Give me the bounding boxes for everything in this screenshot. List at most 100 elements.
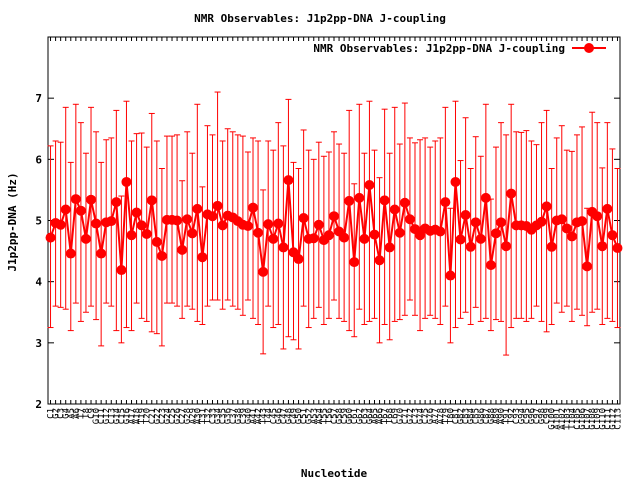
data-point	[602, 203, 613, 214]
data-point	[435, 226, 446, 237]
data-point	[384, 242, 395, 253]
data-point	[450, 176, 461, 187]
x-tick-label: T56	[325, 408, 335, 424]
data-point	[182, 214, 193, 225]
data-point	[404, 214, 415, 225]
x-tick-label: T68	[386, 408, 396, 424]
x-tick-label: G52	[305, 408, 315, 424]
data-point	[506, 188, 517, 199]
x-tick-label: A77	[431, 408, 441, 424]
x-tick-label: G48	[284, 408, 294, 424]
x-tick-label: G46	[274, 408, 284, 424]
x-tick-label: A29	[188, 408, 198, 424]
data-point	[197, 252, 208, 263]
data-point	[91, 218, 102, 229]
x-tick-label: C25	[168, 408, 178, 424]
data-point	[485, 260, 496, 271]
x-tick-label: A54	[315, 408, 325, 424]
data-point	[480, 192, 491, 203]
x-tick-label: G98	[538, 408, 548, 424]
data-point	[582, 261, 593, 272]
y-tick-label: 4	[35, 276, 42, 289]
data-point	[577, 216, 588, 227]
data-point	[364, 180, 375, 191]
x-tick-label: A53	[310, 408, 320, 424]
x-tick-label: T8	[82, 408, 92, 419]
x-tick-label: G86	[477, 408, 487, 424]
data-point	[192, 203, 203, 214]
data-point	[121, 176, 132, 187]
y-tick-label: 3	[35, 337, 42, 350]
x-tick-label: A65	[370, 408, 380, 424]
x-tick-label: T103	[563, 408, 573, 430]
x-tick-label: G76	[426, 408, 436, 424]
data-point	[156, 250, 167, 261]
data-point	[131, 207, 142, 218]
data-point	[597, 241, 608, 252]
x-tick-label: G100	[548, 408, 558, 430]
data-point	[561, 223, 572, 234]
x-tick-label: C21	[148, 408, 158, 424]
x-tick-label: C85	[472, 408, 482, 424]
x-tick-label: A30	[193, 408, 203, 424]
data-point	[536, 216, 547, 227]
x-tick-label: A66	[376, 408, 386, 424]
chart-title: NMR Observables: J1p2pp-DNA J-coupling	[194, 12, 446, 25]
data-point	[207, 211, 218, 222]
x-tick-label: C107	[583, 408, 593, 430]
data-point	[106, 216, 117, 227]
data-point	[75, 205, 86, 216]
x-tick-label: T7	[77, 408, 87, 419]
data-point	[313, 219, 324, 230]
x-tick-label: C97	[532, 408, 542, 424]
x-tick-label: G12	[102, 408, 112, 424]
y-axis-tick-labels: 2 3 4 5 6 7	[35, 92, 42, 411]
x-tick-label: A90	[497, 408, 507, 424]
x-tick-label: G24	[163, 408, 173, 424]
x-tick-label: C15	[117, 408, 127, 424]
x-tick-label: A42	[254, 408, 264, 424]
x-tick-label: T43	[259, 408, 269, 424]
x-tick-label: G2	[52, 408, 62, 419]
x-tick-label: C11	[97, 408, 107, 424]
x-axis-label: Nucleotide	[301, 467, 368, 480]
x-tick-label: C45	[269, 408, 279, 424]
data-point	[475, 233, 486, 244]
x-tick-label: C49	[290, 408, 300, 424]
x-tick-label: T55	[320, 408, 330, 424]
x-tick-label: T20	[143, 408, 153, 424]
data-point	[465, 241, 476, 252]
x-tick-label: G96	[527, 408, 537, 424]
data-point	[496, 217, 507, 228]
data-point	[470, 217, 481, 228]
x-tick-label: C105	[573, 408, 583, 430]
data-point	[273, 218, 284, 229]
x-tick-label: C95	[522, 408, 532, 424]
x-tick-label: T67	[381, 408, 391, 424]
legend-marker	[584, 43, 594, 53]
x-tick-label: C39	[239, 408, 249, 424]
x-tick-label: T31	[198, 408, 208, 424]
data-point	[242, 221, 253, 232]
x-tick-label: G84	[467, 408, 477, 424]
data-point	[86, 194, 97, 205]
x-tick-label: G14	[112, 408, 122, 424]
data-point	[96, 248, 107, 259]
data-point	[455, 234, 466, 245]
x-tick-label: C61	[350, 408, 360, 424]
x-tick-label: G82	[457, 408, 467, 424]
x-tick-label: G74	[416, 408, 426, 424]
data-point	[65, 248, 76, 259]
data-point	[354, 192, 365, 203]
x-tick-label: A41	[249, 408, 259, 424]
x-tick-label: G26	[173, 408, 183, 424]
data-point	[263, 219, 274, 230]
x-tick-label: T91	[502, 408, 512, 424]
data-point	[283, 175, 294, 186]
x-tick-label: C57	[330, 408, 340, 424]
x-tick-label: G4	[62, 408, 72, 419]
data-point	[187, 228, 198, 239]
x-tick-label: C87	[482, 408, 492, 424]
axis-ticks	[48, 37, 620, 405]
x-tick-label: G16	[122, 408, 132, 424]
